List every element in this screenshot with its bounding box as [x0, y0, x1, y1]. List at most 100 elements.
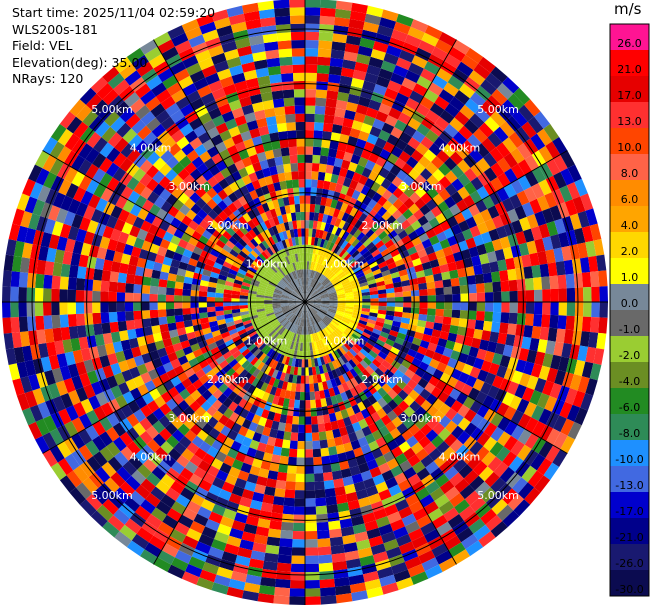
velocity-gate: [361, 310, 370, 316]
velocity-gate: [42, 288, 52, 302]
velocity-gate: [307, 277, 311, 286]
velocity-gate: [353, 307, 363, 311]
velocity-gate: [276, 471, 288, 482]
velocity-gate: [320, 147, 330, 157]
velocity-gate: [335, 0, 353, 11]
velocity-gate: [523, 325, 534, 338]
velocity-gate: [444, 123, 459, 138]
velocity-gate: [335, 99, 348, 110]
velocity-gate: [345, 255, 354, 264]
nrays-text: NRays: 120: [12, 71, 84, 87]
velocity-gate: [174, 314, 184, 323]
velocity-gate: [565, 273, 575, 289]
velocity-gate: [311, 291, 319, 298]
velocity-gate: [590, 271, 600, 287]
velocity-gate: [343, 51, 358, 62]
velocity-gate: [355, 340, 365, 349]
velocity-gate: [313, 262, 318, 271]
velocity-gate: [509, 302, 518, 314]
velocity-gate: [336, 271, 345, 278]
velocity-gate: [476, 157, 491, 173]
velocity-gate: [335, 200, 344, 211]
velocity-gate: [541, 314, 551, 328]
velocity-gate: [358, 319, 368, 326]
velocity-gate: [333, 115, 345, 126]
velocity-gate: [419, 255, 430, 265]
velocity-gate: [336, 289, 345, 294]
velocity-gate: [141, 310, 151, 320]
velocity-gate: [348, 18, 365, 30]
velocity-gate: [489, 147, 504, 163]
velocity-gate: [439, 330, 450, 341]
velocity-gate: [515, 267, 525, 280]
velocity-gate: [418, 155, 432, 169]
velocity-gate: [392, 253, 403, 263]
velocity-gate: [285, 113, 296, 123]
velocity-gate: [272, 496, 285, 506]
velocity-gate: [433, 322, 443, 331]
velocity-gate: [271, 504, 284, 514]
velocity-gate: [299, 391, 305, 401]
velocity-gate: [293, 80, 305, 90]
velocity-gate: [75, 289, 85, 302]
velocity-gate: [450, 277, 460, 287]
velocity-gate: [469, 441, 484, 456]
velocity-gate: [332, 33, 348, 44]
velocity-gate: [305, 375, 310, 384]
velocity-gate: [276, 562, 292, 572]
velocity-gate: [558, 232, 570, 248]
velocity-gate: [315, 196, 322, 205]
velocity-gate: [325, 314, 334, 320]
range-ring-label: 5.00km: [91, 103, 133, 116]
velocity-gate: [469, 190, 483, 204]
velocity-gate: [468, 203, 481, 217]
velocity-gate: [166, 280, 176, 289]
velocity-gate: [421, 333, 432, 343]
velocity-gate: [387, 351, 398, 360]
velocity-gate: [328, 520, 341, 531]
velocity-gate: [444, 302, 453, 310]
velocity-gate: [394, 239, 405, 249]
velocity-gate: [387, 80, 402, 93]
velocity-gate: [305, 571, 320, 581]
velocity-gate: [518, 347, 530, 362]
velocity-gate: [335, 327, 344, 335]
velocity-gate: [560, 418, 575, 436]
velocity-gate: [357, 222, 367, 232]
velocity-gate: [434, 95, 450, 110]
velocity-gate: [539, 263, 550, 278]
velocity-gate: [350, 77, 365, 89]
velocity-gate: [43, 274, 53, 289]
velocity-gate: [521, 202, 535, 217]
velocity-gate: [313, 253, 318, 263]
velocity-gate: [325, 164, 334, 174]
velocity-gate: [313, 298, 322, 301]
velocity-gate: [329, 296, 338, 300]
velocity-gate: [402, 307, 412, 314]
velocity-gate: [305, 113, 315, 123]
range-ring-label: 4.00km: [439, 142, 481, 155]
velocity-gate: [585, 346, 597, 364]
velocity-gate: [457, 430, 471, 445]
velocity-gate: [285, 179, 294, 189]
velocity-gate: [354, 209, 363, 220]
velocity-gate: [342, 316, 351, 322]
velocity-gate: [506, 208, 520, 223]
velocity-gate: [324, 315, 333, 322]
velocity-gate: [411, 55, 428, 69]
velocity-gate: [311, 171, 319, 180]
velocity-gate: [479, 253, 490, 265]
velocity-gate: [318, 310, 326, 317]
velocity-gate: [190, 307, 200, 314]
velocity-gate: [314, 122, 324, 131]
velocity-gate: [533, 302, 543, 315]
velocity-gate: [370, 302, 379, 306]
velocity-gate: [321, 277, 329, 285]
velocity-gate: [306, 285, 310, 295]
velocity-gate: [378, 293, 387, 299]
velocity-gate: [312, 305, 320, 310]
velocity-gate: [414, 394, 426, 407]
velocity-gate: [289, 15, 305, 24]
velocity-gate: [384, 87, 399, 101]
velocity-gate: [385, 314, 394, 321]
